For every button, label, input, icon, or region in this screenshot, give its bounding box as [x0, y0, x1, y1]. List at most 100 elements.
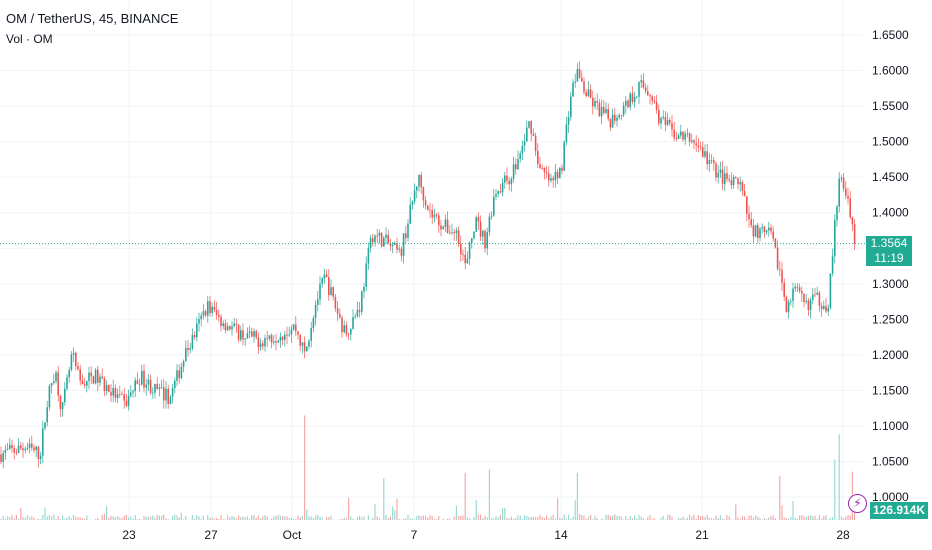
- candle-body: [479, 221, 482, 237]
- lightning-bolt-icon[interactable]: ⚡: [848, 494, 867, 513]
- candle-body: [301, 342, 304, 346]
- candle-body: [347, 334, 350, 336]
- candle-body: [556, 171, 559, 179]
- volume-bar: [607, 514, 609, 520]
- candle-body: [127, 395, 130, 407]
- candle-body: [396, 242, 398, 250]
- volume-bar: [684, 519, 686, 520]
- volume-bar: [348, 497, 350, 520]
- candle-body: [704, 151, 706, 157]
- candle-body: [490, 215, 493, 217]
- candle-body: [785, 296, 788, 313]
- candle-body: [77, 366, 79, 370]
- candle-body: [537, 150, 539, 165]
- candle-body: [834, 220, 836, 257]
- volume-bar: [315, 515, 317, 520]
- candle-body: [178, 370, 180, 379]
- volume-bar: [180, 512, 182, 520]
- candle-body: [101, 376, 103, 379]
- candle-body: [180, 366, 183, 379]
- volume-bar: [462, 515, 464, 520]
- candle-body: [790, 301, 792, 302]
- candle-body: [20, 445, 22, 449]
- candle-body: [611, 114, 614, 128]
- volume-bar: [286, 516, 288, 520]
- candle-body: [708, 160, 711, 165]
- volume-bar: [583, 515, 585, 520]
- volume-bar: [321, 517, 323, 520]
- volume-bar: [339, 519, 341, 520]
- candle-body: [257, 337, 260, 348]
- volume-bar: [466, 517, 468, 520]
- candle-body: [152, 392, 154, 394]
- volume-bar: [552, 514, 554, 520]
- volume-bar: [266, 516, 268, 520]
- volume-bar: [251, 515, 253, 520]
- candle-body: [706, 151, 708, 165]
- volume-bar: [0, 518, 2, 520]
- volume-bar: [693, 514, 695, 520]
- volume-bar: [521, 518, 523, 520]
- candle-body: [567, 117, 570, 125]
- last-price-badge: 1.3564 11:19: [866, 235, 912, 266]
- volume-bar: [667, 514, 669, 520]
- volume-bar: [246, 516, 248, 520]
- volume-bar: [356, 517, 358, 520]
- volume-bar: [290, 517, 292, 520]
- candle-body: [816, 292, 818, 295]
- volume-bar: [537, 517, 539, 520]
- candle-body: [402, 233, 405, 256]
- volume-bar: [431, 516, 433, 520]
- volume-bar: [585, 518, 587, 520]
- candle-body: [776, 247, 779, 269]
- candle-body: [851, 217, 854, 225]
- volume-bar: [405, 518, 407, 520]
- volume-bar: [625, 515, 627, 520]
- volume-bar: [288, 518, 290, 520]
- candle-body: [702, 147, 704, 157]
- volume-bar: [612, 515, 614, 520]
- candle-body: [812, 294, 814, 300]
- volume-indicator-label[interactable]: Vol · OM: [6, 32, 53, 46]
- candle-body: [519, 153, 521, 160]
- candle-body: [724, 173, 726, 184]
- volume-bar: [590, 514, 592, 520]
- volume-bar: [84, 518, 86, 520]
- volume-bar: [726, 515, 728, 520]
- volume-bar: [629, 516, 631, 520]
- volume-bar: [834, 459, 836, 520]
- candle-body: [369, 238, 372, 249]
- candle-body: [594, 101, 596, 107]
- candle-body: [794, 286, 796, 289]
- candle-body: [251, 331, 253, 337]
- candle-body: [345, 325, 348, 335]
- volume-bar: [319, 516, 321, 520]
- volume-bar: [341, 518, 343, 520]
- candle-body: [737, 178, 739, 185]
- candle-body: [64, 388, 66, 403]
- volume-bar: [227, 515, 229, 520]
- symbol-title[interactable]: OM / TetherUS, 45, BINANCE: [6, 11, 179, 26]
- volume-bar: [407, 514, 409, 520]
- candle-body: [350, 328, 352, 335]
- volume-bar: [728, 516, 730, 520]
- volume-bar: [240, 517, 242, 520]
- candle-body: [341, 317, 343, 333]
- candle-body: [763, 226, 766, 232]
- candle-body: [647, 91, 649, 96]
- candle-body: [495, 194, 497, 197]
- candle-body: [323, 274, 326, 279]
- volume-bar: [389, 516, 391, 520]
- volume-bar: [110, 515, 112, 520]
- candle-body: [44, 422, 46, 429]
- volume-bar: [829, 517, 831, 520]
- volume-bar: [807, 515, 809, 520]
- candle-body: [809, 299, 812, 311]
- volume-bar: [711, 518, 713, 520]
- candle-body: [103, 378, 106, 391]
- volume-bar: [418, 515, 420, 520]
- volume-bar: [576, 472, 578, 520]
- volume-bar: [794, 517, 796, 520]
- candle-body: [255, 331, 257, 338]
